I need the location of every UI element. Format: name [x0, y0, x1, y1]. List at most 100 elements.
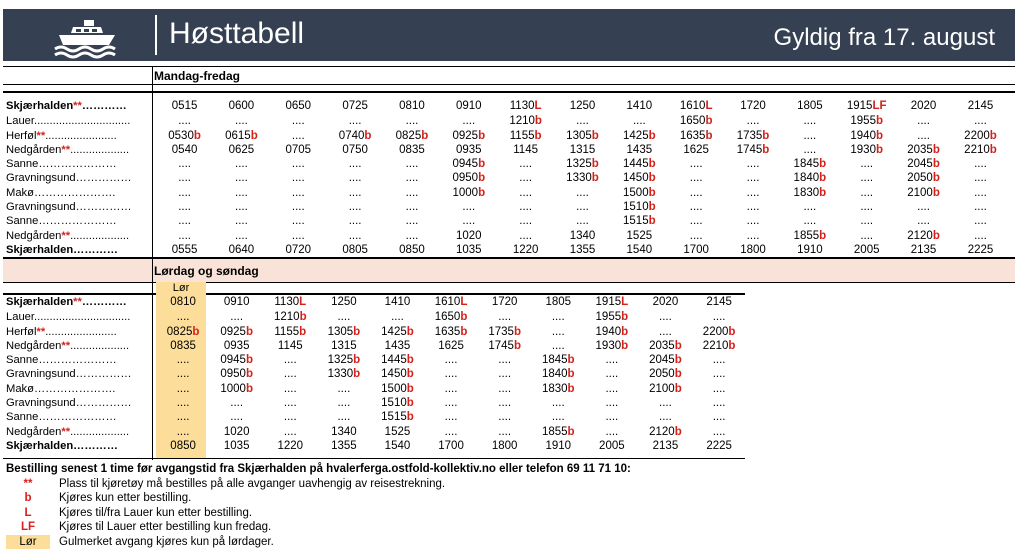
- stop-name: Sanne…………………: [6, 158, 117, 171]
- table-row: Makø…………………..................... 1000b...…: [6, 186, 1009, 200]
- departure-time: 1445b: [381, 354, 414, 367]
- header-bar: Høsttabell Gyldig fra 17. august: [3, 9, 1015, 61]
- departure-time: ....: [746, 186, 760, 199]
- departure-time: ....: [632, 115, 646, 128]
- departure-time: ....: [178, 201, 191, 214]
- legend-text: Kjøres til/fra Lauer kun etter bestillin…: [59, 506, 253, 519]
- departure-time: ....: [283, 425, 297, 438]
- departure-time: ....: [803, 201, 817, 214]
- departure-time: ....: [689, 229, 703, 242]
- legend-symbol: LF: [20, 521, 36, 534]
- table-row: Nedgården**....................... 1020..…: [6, 425, 746, 439]
- departure-time: 0515: [171, 100, 198, 112]
- divider-line: [3, 91, 1015, 93]
- departure-time: ....: [291, 229, 305, 242]
- stop-name: Skjærhalden**…………: [6, 100, 127, 112]
- weekday-timetable: Skjærhalden**………… 0515 0600 0650 0725 0810 091…: [6, 99, 1009, 258]
- departure-time: 0600: [228, 100, 255, 112]
- departure-time: ....: [291, 215, 305, 228]
- departure-time: 2210b: [702, 339, 736, 352]
- departure-time: 1855b: [541, 425, 575, 438]
- legend-item: L Kjøres til/fra Lauer kun etter bestilli…: [6, 506, 631, 521]
- departure-time: 2050b: [907, 172, 940, 185]
- departure-time: ....: [176, 382, 190, 395]
- departure-time: ....: [235, 115, 248, 128]
- departure-time: ....: [405, 186, 419, 199]
- departure-time: ....: [659, 311, 672, 324]
- departure-time: ....: [235, 158, 248, 171]
- departure-time: ....: [803, 129, 817, 142]
- departure-time: ....: [348, 186, 362, 199]
- departure-time: 1250: [331, 296, 357, 308]
- departure-time: ....: [860, 186, 874, 199]
- stop-name: Skjærhalden**…………: [6, 296, 127, 308]
- departure-time: 1340: [569, 229, 596, 242]
- departure-time: 0750: [342, 143, 368, 156]
- table-row: Lauer...................................…: [6, 114, 1009, 129]
- departure-time: ....: [462, 215, 476, 228]
- departure-time: ....: [551, 339, 565, 352]
- departure-time: ....: [519, 229, 533, 242]
- departure-time: ....: [348, 215, 362, 228]
- departure-time: 0935: [456, 143, 482, 156]
- departure-time: ....: [235, 172, 248, 185]
- departure-time: 0540: [171, 143, 198, 156]
- legend-symbol: L: [24, 506, 32, 519]
- legend-symbol: **: [23, 477, 33, 490]
- departure-time: 2100b: [907, 186, 940, 199]
- departure-time: ....: [803, 115, 817, 128]
- departure-time: ....: [803, 215, 817, 228]
- departure-time: 1910: [545, 439, 572, 452]
- departure-time: ....: [235, 229, 248, 242]
- departure-time: ....: [444, 397, 458, 410]
- departure-time: 2200b: [964, 129, 997, 142]
- departure-time: 2045b: [649, 354, 682, 367]
- departure-time: ....: [444, 411, 458, 424]
- departure-time: ....: [230, 411, 244, 424]
- stop-name: Nedgården**...................: [6, 229, 130, 242]
- departure-time: ....: [576, 115, 589, 128]
- stop-name: Skjærhalden…………: [6, 439, 118, 452]
- column-divider: [152, 66, 153, 460]
- departure-time: 1145: [277, 339, 303, 352]
- departure-time: ....: [178, 229, 191, 242]
- table-row: Herføl**....................... 0825b 0925…: [6, 325, 746, 339]
- departure-time: ....: [178, 115, 191, 128]
- departure-time: 1650b: [434, 311, 468, 324]
- departure-time: 1700: [683, 243, 709, 256]
- departure-time: 1720: [740, 100, 766, 112]
- departure-time: 1500b: [623, 186, 656, 199]
- departure-time: ....: [348, 172, 362, 185]
- departure-time: 1220: [277, 439, 304, 452]
- legend-item: LF Kjøres til Lauer etter bestilling kun …: [6, 520, 631, 535]
- departure-time: 0945b: [452, 158, 486, 171]
- departure-time: 1035: [456, 243, 482, 256]
- stop-name: Gravningsund……………: [6, 368, 132, 381]
- departure-time: 1410: [384, 296, 411, 308]
- departure-time: 1845b: [793, 158, 827, 171]
- departure-time: 2050b: [649, 368, 682, 381]
- weekend-section-title: Lørdag og søndag: [154, 264, 259, 278]
- departure-time: 1325b: [566, 158, 599, 171]
- departure-time: ....: [348, 229, 362, 242]
- departure-time: ....: [444, 382, 458, 395]
- departure-time: ....: [746, 215, 760, 228]
- departure-time: ....: [605, 397, 619, 410]
- departure-time: ....: [712, 354, 726, 367]
- departure-time: 2135: [652, 439, 679, 452]
- booking-info-heading: Bestilling senest 1 time før avgangstid …: [6, 463, 631, 475]
- departure-time: ....: [405, 172, 419, 185]
- departure-time: 1610L: [679, 100, 713, 112]
- departure-time: ....: [917, 201, 930, 214]
- stop-name: Sanne…………………: [6, 215, 117, 228]
- departure-time: ....: [178, 186, 191, 199]
- departure-time: ....: [405, 229, 419, 242]
- departure-time: 1830b: [793, 186, 827, 199]
- departure-time: ....: [291, 172, 305, 185]
- departure-time: 1745b: [488, 339, 521, 352]
- departure-time: 1635b: [679, 129, 713, 142]
- table-row: Nedgården**................... 0540 0625 07…: [6, 143, 1009, 157]
- legend-text: Gulmerket avgang kjøres kun på lørdager.: [59, 535, 274, 548]
- departure-time: 1130L: [509, 100, 542, 112]
- departure-time: 1315: [331, 339, 357, 352]
